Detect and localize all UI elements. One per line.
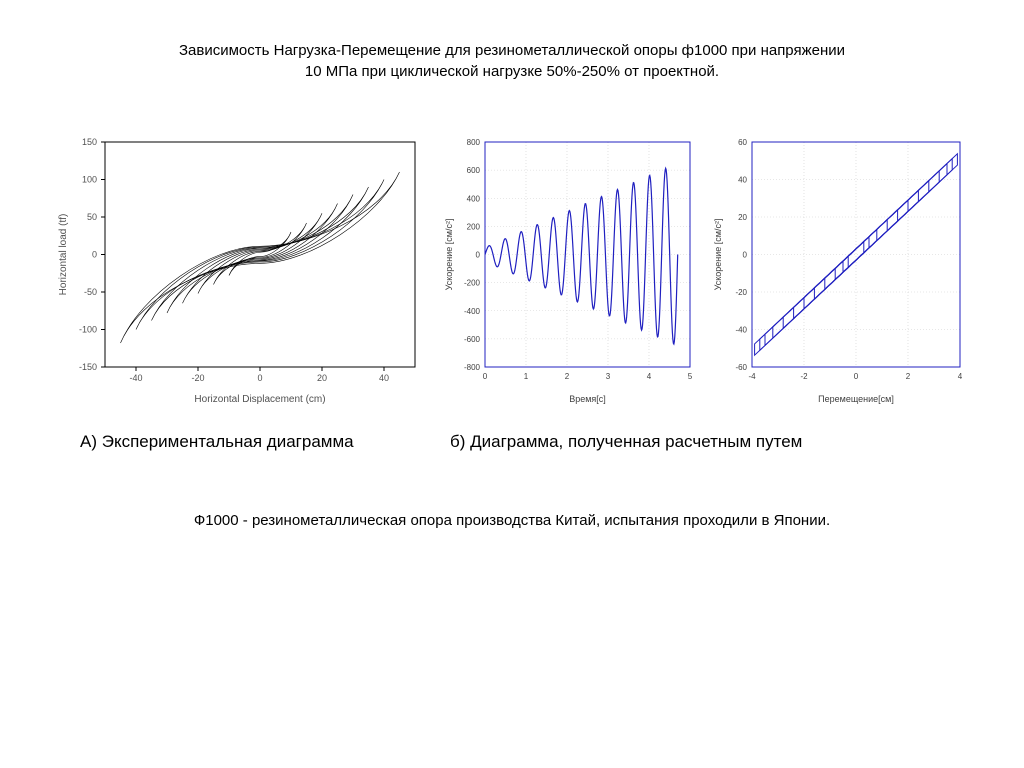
svg-text:60: 60: [738, 138, 747, 147]
svg-text:5: 5: [688, 372, 693, 381]
svg-text:-50: -50: [84, 287, 97, 297]
svg-text:-60: -60: [735, 363, 747, 372]
svg-text:40: 40: [738, 176, 747, 185]
chart-b: 0 1 2 3 4 5 -800 -600 -400 -200 0 200 400 600 800 Время…: [440, 132, 700, 412]
page-title: Зависимость Нагрузка-Перемещение для рез…: [50, 40, 974, 82]
svg-text:Время[c]: Время[c]: [569, 394, 606, 404]
title-line1: Зависимость Нагрузка-Перемещение для рез…: [179, 42, 845, 59]
captions: А) Экспериментальная диаграмма б) Диагра…: [50, 432, 974, 452]
svg-text:-20: -20: [735, 288, 747, 297]
svg-text:200: 200: [467, 222, 481, 231]
chart-b-wrap: 0 1 2 3 4 5 -800 -600 -400 -200 0 200 400 600 800 Время…: [440, 132, 700, 412]
svg-text:-200: -200: [464, 279, 481, 288]
svg-text:-150: -150: [79, 362, 97, 372]
svg-text:Ускорение [см/с²]: Ускорение [см/с²]: [713, 219, 723, 291]
svg-text:400: 400: [467, 194, 481, 203]
svg-text:4: 4: [958, 372, 963, 381]
svg-text:Ускорение [см/с²]: Ускорение [см/с²]: [444, 219, 454, 291]
charts-row: -40-2002040-150-100-50050100150Horizonta…: [50, 132, 974, 412]
svg-text:-2: -2: [800, 372, 808, 381]
svg-text:600: 600: [467, 166, 481, 175]
chart-a: -40 -20 0 20 40 -150 -100 -50 0 50 100 150 Horizonta…: [50, 132, 430, 412]
svg-text:Перемещение[см]: Перемещение[см]: [818, 394, 894, 404]
svg-text:0: 0: [476, 251, 481, 260]
svg-text:0: 0: [854, 372, 859, 381]
svg-text:40: 40: [379, 373, 389, 383]
svg-text:4: 4: [647, 372, 652, 381]
svg-text:20: 20: [738, 213, 747, 222]
svg-text:150: 150: [82, 137, 97, 147]
footnote: Ф1000 - резинометаллическая опора произв…: [50, 512, 974, 529]
svg-text:100: 100: [82, 175, 97, 185]
svg-text:50: 50: [87, 212, 97, 222]
caption-b: б) Диаграмма, полученная расчетным путем: [430, 432, 974, 452]
svg-text:Horizontal load (tf): Horizontal load (tf): [58, 214, 69, 296]
title-line2: 10 МПа при циклической нагрузке 50%-250%…: [305, 63, 719, 80]
svg-text:0: 0: [257, 373, 262, 383]
svg-text:3: 3: [606, 372, 611, 381]
svg-text:0: 0: [483, 372, 488, 381]
svg-text:0: 0: [743, 251, 748, 260]
svg-text:1: 1: [524, 372, 529, 381]
svg-text:-600: -600: [464, 335, 481, 344]
chart-c-wrap: -4-2024-60-40-200204060Перемещение[см]Ус…: [710, 132, 970, 412]
svg-text:2: 2: [565, 372, 570, 381]
svg-text:0: 0: [92, 250, 97, 260]
svg-text:-4: -4: [748, 372, 756, 381]
svg-text:2: 2: [906, 372, 911, 381]
chart-a-wrap: -40 -20 0 20 40 -150 -100 -50 0 50 100 150 Horizonta…: [50, 132, 430, 412]
svg-text:-20: -20: [191, 373, 204, 383]
svg-text:800: 800: [467, 138, 481, 147]
svg-text:20: 20: [317, 373, 327, 383]
svg-text:-100: -100: [79, 325, 97, 335]
svg-text:-40: -40: [735, 326, 747, 335]
chart-c: -4-2024-60-40-200204060Перемещение[см]Ус…: [710, 132, 970, 412]
caption-a: А) Экспериментальная диаграмма: [50, 432, 430, 452]
svg-text:-800: -800: [464, 363, 481, 372]
svg-text:-40: -40: [129, 373, 142, 383]
svg-text:-400: -400: [464, 307, 481, 316]
svg-text:Horizontal Displacement (cm): Horizontal Displacement (cm): [194, 394, 325, 405]
